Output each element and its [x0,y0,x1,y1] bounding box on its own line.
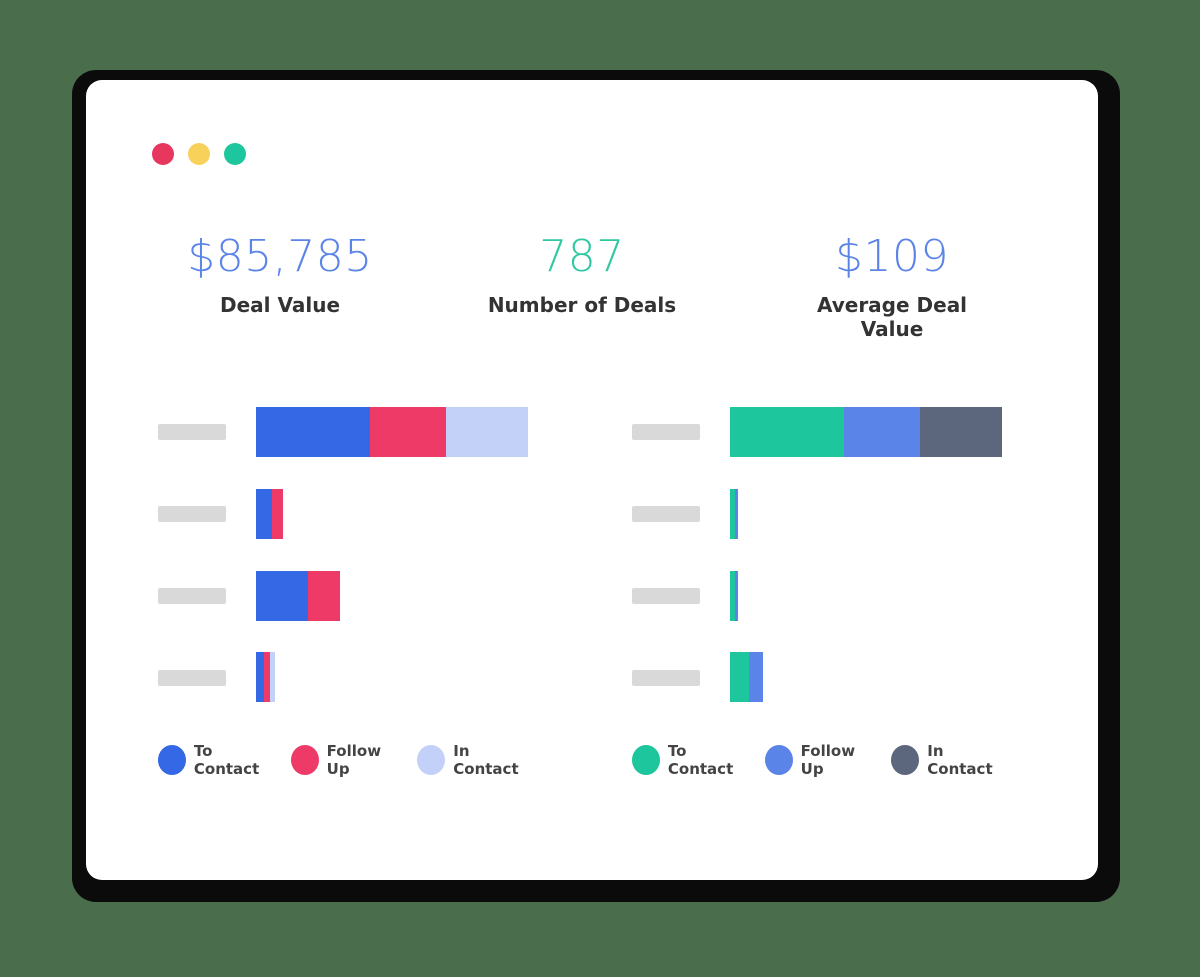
legend-label: In Contact [453,742,519,778]
row-label-placeholder [158,670,226,686]
bar-segment-follow-up [749,652,763,702]
bar-segment-follow-up [844,407,921,457]
bar-segment-in-contact [269,652,276,702]
legend-item-to-contact[interactable]: To Contact [632,742,751,778]
legend-label: Follow Up [326,742,382,778]
row-label-placeholder [632,670,700,686]
bar-segment-to-contact [730,652,750,702]
close-dot[interactable] [152,143,174,165]
legend-label: In Contact [927,742,993,778]
bar-segment-follow-up [370,407,447,457]
average-deal-value-stat: $109 Average Deal Value [786,231,998,342]
bar-segment-to-contact [256,407,371,457]
bar-segment-follow-up [735,489,739,539]
bar-segment-to-contact [730,407,845,457]
legend-swatch [417,745,446,775]
maximize-dot[interactable] [224,143,246,165]
legend-item-follow-up[interactable]: Follow Up [764,742,878,778]
stacked-bar[interactable] [256,407,528,457]
average-deal-value: $109 [835,231,949,282]
stacked-bar[interactable] [730,571,739,621]
deal-value-stage-chart: To Contact Follow Up In Contact [158,380,548,800]
bar-segment-to-contact [730,571,736,621]
bar-segment-to-contact [256,571,308,621]
chart-legend: To Contact Follow Up In Contact [632,742,1022,778]
stacked-bar[interactable] [730,407,1002,457]
bar-segment-in-contact [920,407,1002,457]
stacked-bar[interactable] [256,489,284,539]
legend-swatch [891,745,920,775]
bar-segment-follow-up [264,652,270,702]
deal-count-stage-chart: To Contact Follow Up In Contact [632,380,1022,800]
bar-segment-to-contact [256,652,265,702]
stacked-bar[interactable] [256,571,341,621]
average-deal-value-label: Average Deal Value [816,293,968,341]
legend-swatch [632,745,660,775]
legend-item-to-contact[interactable]: To Contact [158,742,277,778]
legend-item-in-contact[interactable]: In Contact [891,742,1008,778]
chart-legend: To Contact Follow Up In Contact [158,742,548,778]
number-of-deals-value: 787 [539,231,625,282]
number-of-deals-stat: 787 Number of Deals [486,231,678,318]
legend-swatch [764,745,793,775]
legend-item-in-contact[interactable]: In Contact [417,742,534,778]
deal-value: $85,785 [187,231,373,282]
legend-label: To Contact [193,742,260,778]
legend-item-follow-up[interactable]: Follow Up [290,742,404,778]
number-of-deals-label: Number of Deals [487,293,677,317]
deal-value-label: Deal Value [219,293,341,317]
stacked-bar[interactable] [730,652,763,702]
row-label-placeholder [632,424,700,440]
bar-segment-follow-up [735,571,739,621]
legend-swatch [158,745,186,775]
row-label-placeholder [158,588,226,604]
stacked-bar[interactable] [730,489,739,539]
bar-segment-follow-up [272,489,284,539]
row-label-placeholder [632,588,700,604]
bar-segment-to-contact [256,489,273,539]
legend-swatch [290,745,319,775]
row-label-placeholder [158,506,226,522]
bar-segment-follow-up [307,571,341,621]
deal-value-stat: $85,785 Deal Value [186,231,374,318]
minimize-dot[interactable] [188,143,210,165]
bar-segment-in-contact [446,407,528,457]
row-label-placeholder [158,424,226,440]
stacked-bar[interactable] [256,652,276,702]
bar-segment-to-contact [730,489,736,539]
legend-label: Follow Up [800,742,856,778]
legend-label: To Contact [667,742,734,778]
app-window: $85,785 Deal Value 787 Number of Deals $… [86,80,1098,880]
row-label-placeholder [632,506,700,522]
